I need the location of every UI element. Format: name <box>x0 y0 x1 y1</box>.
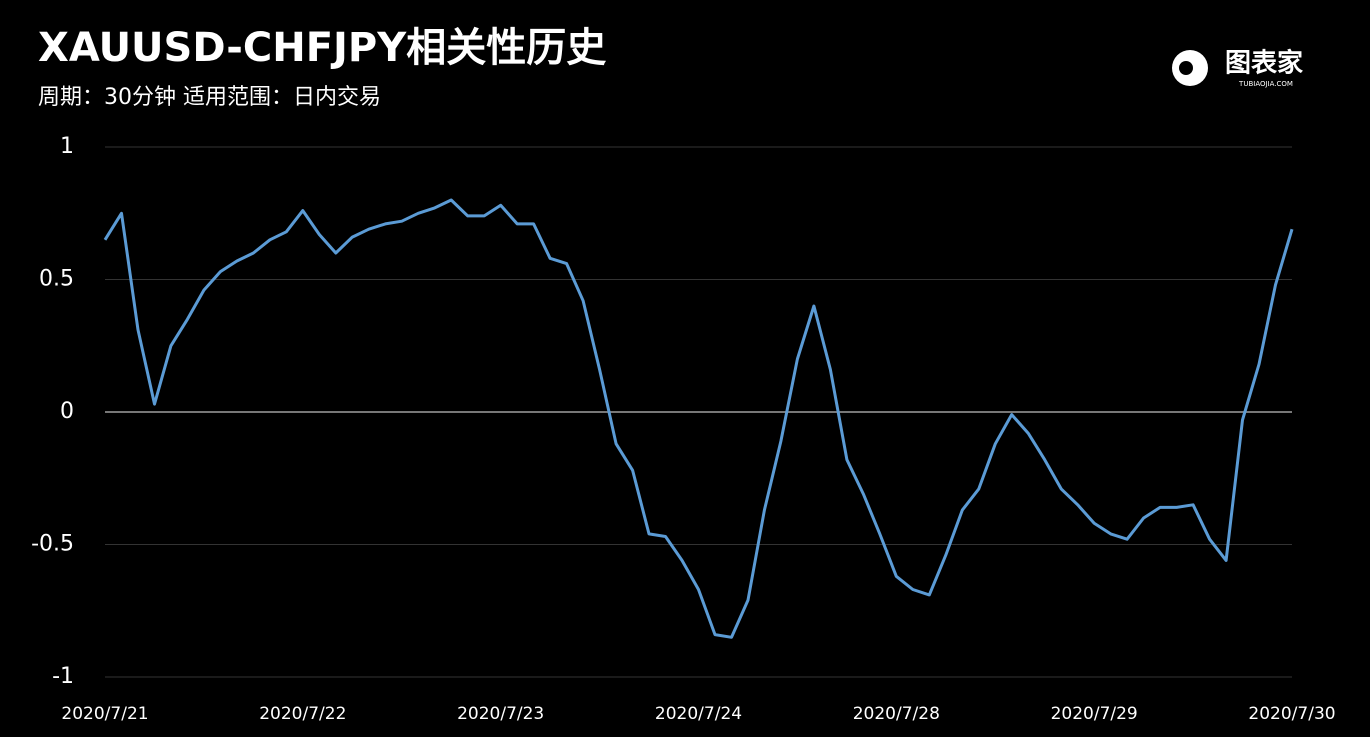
x-tick-label: 2020/7/21 <box>61 704 148 724</box>
y-tick-label: -1 <box>52 664 74 689</box>
x-tick-label: 2020/7/30 <box>1248 704 1335 724</box>
chart-title: XAUUSD-CHFJPY相关性历史 <box>38 25 606 71</box>
logo: 图表家 TUBIAOJIA.COM <box>1172 48 1303 88</box>
chart-subtitle: 周期：30分钟 适用范围：日内交易 <box>38 85 381 110</box>
series-line <box>103 198 1294 639</box>
x-tick-label: 2020/7/23 <box>457 704 544 724</box>
x-tick-label: 2020/7/29 <box>1051 704 1138 724</box>
y-tick-label: 0.5 <box>39 267 74 292</box>
logo-text: 图表家 <box>1225 48 1303 79</box>
x-tick-label: 2020/7/22 <box>259 704 346 724</box>
y-tick-label: 0 <box>60 399 74 424</box>
logo-subtext: TUBIAOJIA.COM <box>1238 80 1293 88</box>
logo-icon-eye <box>1179 61 1193 75</box>
x-tick-label: 2020/7/24 <box>655 704 742 724</box>
y-tick-label: -0.5 <box>31 532 74 557</box>
y-tick-label: 1 <box>60 134 74 159</box>
x-tick-label: 2020/7/28 <box>853 704 940 724</box>
